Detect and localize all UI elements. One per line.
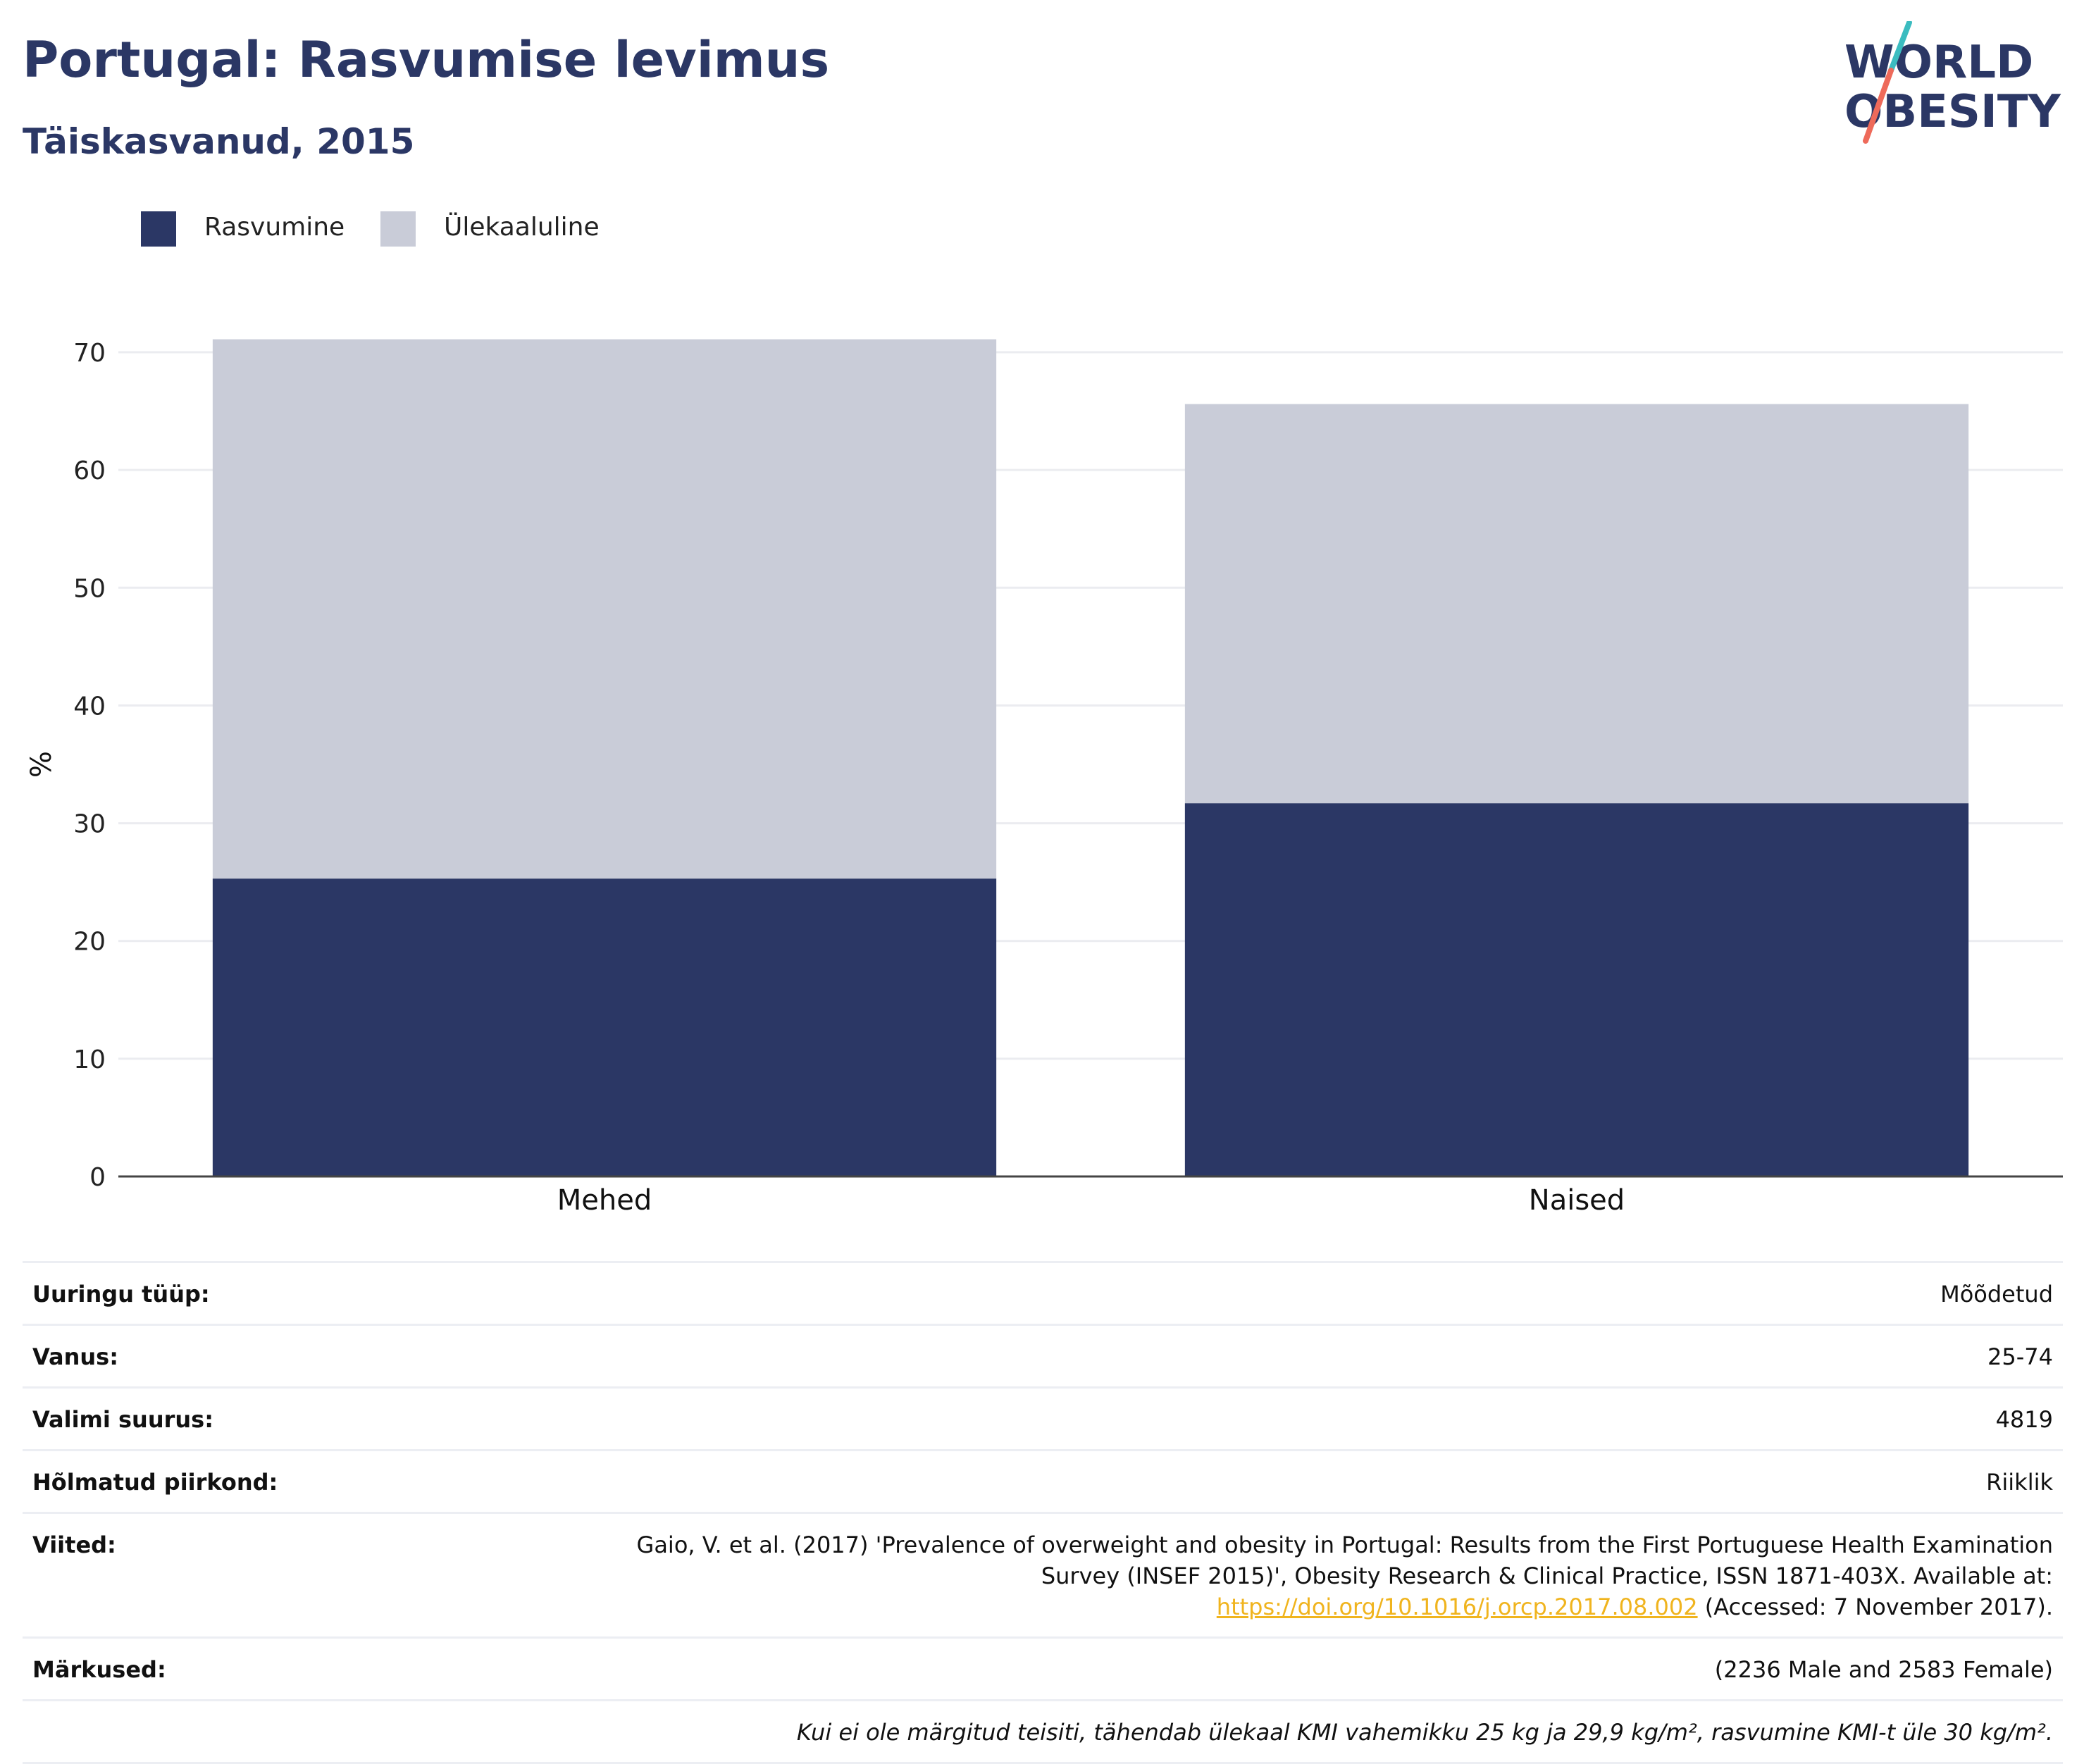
y-tick-label: 0: [89, 1163, 106, 1192]
logo-slash-coral: [1863, 68, 1894, 144]
bar-naised-ulekaaluline: [1184, 404, 1969, 804]
info-row-region: Hõlmatud piirkond: Riiklik: [23, 1451, 2063, 1514]
info-value: Mõõdetud: [1940, 1281, 2053, 1308]
info-value: (2236 Male and 2583 Female): [1714, 1656, 2053, 1683]
info-row-footnote: Kui ei ole märgitud teisiti, tähendab ül…: [23, 1701, 2063, 1764]
world-obesity-logo: WORLD OBESITY: [1844, 21, 2061, 144]
reference-citation: Gaio, V. et al. (2017) 'Prevalence of ov…: [636, 1532, 2053, 1589]
y-tick-label: 50: [73, 574, 106, 603]
footnote-text: Kui ei ole märgitud teisiti, tähendab ül…: [796, 1719, 2053, 1746]
legend-swatch-rasvumine: [141, 211, 176, 247]
info-row-notes: Märkused: (2236 Male and 2583 Female): [23, 1639, 2063, 1701]
info-value: 4819: [1995, 1406, 2053, 1433]
info-label: Hõlmatud piirkond:: [32, 1469, 278, 1496]
chart-title: Portugal: Rasvumise levimus: [23, 31, 830, 89]
bar-mehed-ulekaaluline: [212, 339, 997, 879]
info-label: Uuringu tüüp:: [32, 1281, 210, 1308]
legend-swatch-ulekaaluline: [380, 211, 416, 247]
y-tick-label: 40: [73, 692, 106, 721]
info-label: Viited:: [32, 1532, 116, 1558]
reference-text: Gaio, V. et al. (2017) 'Prevalence of ov…: [573, 1529, 2053, 1622]
x-category-label: Naised: [1529, 1184, 1625, 1217]
stacked-bar-chart: 0 10 20 30 40 50 60 70% Mehed Naised: [25, 339, 2063, 1217]
reference-link[interactable]: https://doi.org/10.1016/j.orcp.2017.08.0…: [1216, 1594, 1698, 1620]
info-label: Märkused:: [32, 1656, 166, 1683]
info-label: Valimi suurus:: [32, 1406, 214, 1433]
info-row-reference: Viited: Gaio, V. et al. (2017) 'Prevalen…: [23, 1514, 2063, 1639]
info-value: Riiklik: [1986, 1469, 2053, 1496]
survey-info-table: Uuringu tüüp: Mõõdetud Vanus: 25-74 Vali…: [23, 1261, 2063, 1764]
y-tick-label: 30: [73, 810, 106, 839]
y-axis-title: %: [25, 751, 58, 778]
info-row-sample-size: Valimi suurus: 4819: [23, 1389, 2063, 1451]
chart-subtitle: Täiskasvanud, 2015: [23, 121, 415, 162]
legend-label-ulekaaluline: Ülekaaluline: [444, 213, 600, 242]
y-tick-label: 20: [73, 928, 106, 957]
info-row-survey-type: Uuringu tüüp: Mõõdetud: [23, 1263, 2063, 1326]
bar-mehed-rasvumine: [212, 878, 997, 1176]
y-tick-label: 70: [73, 339, 106, 368]
y-tick-label: 10: [73, 1045, 106, 1074]
reference-accessed: (Accessed: 7 November 2017).: [1697, 1594, 2053, 1620]
info-label: Vanus:: [32, 1343, 119, 1370]
logo-slash-teal: [1888, 21, 1912, 73]
info-row-age: Vanus: 25-74: [23, 1326, 2063, 1389]
legend-label-rasvumine: Rasvumine: [204, 213, 345, 242]
info-value: 25-74: [1987, 1343, 2053, 1370]
info-top-border: [23, 1261, 2063, 1263]
y-tick-label: 60: [73, 456, 106, 485]
x-category-label: Mehed: [557, 1184, 652, 1217]
logo-text-world: WORLD: [1844, 37, 2033, 89]
bar-naised-rasvumine: [1184, 803, 1969, 1176]
